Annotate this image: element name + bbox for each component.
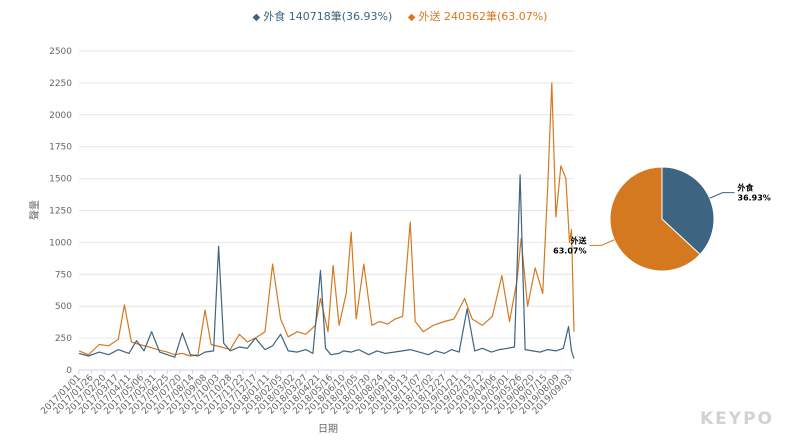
y-axis-ticks: 0 250 500 750 1000 1250 1500 1750 2000 2250 2500 xyxy=(49,47,72,376)
y-tick-label: 750 xyxy=(55,270,72,280)
y-axis-label: 聲量 xyxy=(28,200,41,220)
y-tick-label: 1500 xyxy=(49,175,72,185)
chart-legend: ◆ 外食 140718筆(36.93%) ◆ 外送 240362筆(63.07%) xyxy=(0,8,800,24)
pie-label-connector xyxy=(589,239,615,246)
legend-item-delivery[interactable]: ◆ 外送 240362筆(63.07%) xyxy=(408,8,548,24)
pie-slice-dine-in[interactable] xyxy=(661,166,715,256)
y-tick-label: 1250 xyxy=(49,207,72,217)
grid-lines xyxy=(79,50,574,371)
pie-label-connector xyxy=(709,192,735,199)
y-tick-label: 2250 xyxy=(49,79,72,89)
watermark-logo: KEYPO xyxy=(699,409,774,429)
pie-slice-delivery[interactable] xyxy=(609,166,701,272)
y-tick-label: 1750 xyxy=(49,143,72,153)
y-tick-label: 2500 xyxy=(49,47,72,57)
series-line-dine-in[interactable] xyxy=(78,174,575,359)
pie-label-name: 外食 xyxy=(738,183,755,193)
y-tick-label: 500 xyxy=(55,302,72,312)
legend-item-dine-in[interactable]: ◆ 外食 140718筆(36.93%) xyxy=(253,8,393,24)
pie-label-percent: 63.07% xyxy=(553,246,586,255)
pie-label-name: 外送 xyxy=(570,235,587,245)
y-tick-label: 2000 xyxy=(49,111,72,121)
series-lines xyxy=(78,82,575,359)
y-tick-label: 1000 xyxy=(49,238,72,248)
y-tick-label: 0 xyxy=(66,366,72,376)
legend-label-dine-in: 外食 140718筆(36.93%) xyxy=(263,10,393,23)
series-line-delivery[interactable] xyxy=(78,82,575,357)
legend-label-delivery: 外送 240362筆(63.07%) xyxy=(418,10,548,23)
x-axis-ticks: 2017/01/012017/01/262017/02/202017/03/17… xyxy=(39,370,575,417)
pie-label-percent: 36.93% xyxy=(738,194,771,203)
legend-diamond-icon: ◆ xyxy=(407,12,416,23)
legend-diamond-icon: ◆ xyxy=(252,12,261,23)
x-axis-label: 日期 xyxy=(318,423,338,435)
y-tick-label: 250 xyxy=(55,334,72,344)
